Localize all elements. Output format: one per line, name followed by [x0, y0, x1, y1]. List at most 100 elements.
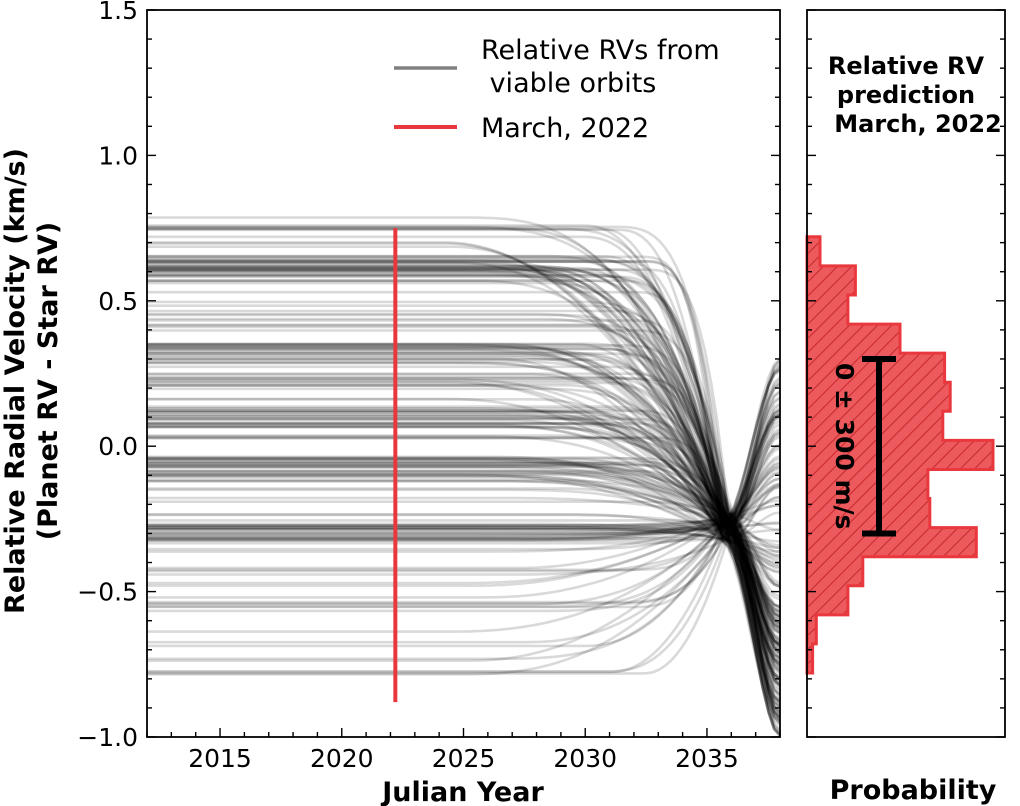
orbit-curve [147, 415, 780, 521]
orbit-curve [147, 538, 780, 569]
orbit-curve [147, 342, 780, 671]
main-plot: 2015 2020 2025 2030 2035 −1.0 −0.5 0.0 0.5 1.0 1.… [77, 0, 781, 773]
orbit-curve [147, 290, 780, 703]
orbit-curve [147, 407, 780, 532]
orbit-curve [147, 367, 780, 525]
orbit-curve [147, 454, 780, 529]
orbit-curve [147, 279, 780, 653]
orbit-curve [147, 410, 780, 646]
histogram-y-ticks [807, 9, 1005, 738]
orbit-curve [147, 273, 780, 659]
orbit-curve [147, 225, 780, 644]
orbit-curve [147, 456, 780, 522]
orbit-curve [147, 376, 780, 524]
orbit-curve [147, 422, 780, 609]
orbit-curve [147, 504, 780, 527]
x-tick-label: 2020 [310, 744, 374, 773]
orbit-curve [147, 391, 780, 526]
orbit-curve [147, 410, 780, 702]
orbit-curve [147, 323, 780, 647]
x-tick-label: 2015 [188, 744, 252, 773]
orbit-curve [147, 216, 780, 656]
error-bar-label: 0 ± 300 m/s [830, 363, 859, 530]
x-axis-title: Julian Year [380, 777, 544, 806]
orbit-curve [147, 474, 780, 696]
orbit-curve [147, 377, 780, 714]
orbit-curve [147, 358, 780, 539]
orbit-curve [147, 521, 780, 674]
orbit-curve [147, 482, 780, 545]
orbit-curve [147, 235, 780, 680]
orbit-curve [147, 348, 780, 687]
orbit-curve [147, 527, 780, 692]
orbit-curve [147, 518, 780, 699]
orbit-curve [147, 461, 780, 609]
orbit-curve [147, 344, 780, 625]
orbit-curve [147, 265, 780, 737]
orbit-curve [147, 324, 780, 702]
y-tick-label: −1.0 [77, 723, 138, 752]
x-tick-label: 2025 [432, 744, 496, 773]
orbit-curve [147, 409, 780, 517]
y-tick-label: −0.5 [77, 578, 138, 607]
orbit-curve [147, 519, 780, 558]
orbit-curve [147, 279, 780, 620]
histogram-frame [806, 9, 1006, 738]
orbit-curve [147, 462, 780, 528]
orbit-curve [147, 409, 780, 528]
y-tick-label: 0.5 [98, 287, 138, 316]
orbit-curve [147, 421, 780, 647]
orbit-curve [147, 350, 780, 622]
orbit-curve [147, 268, 780, 624]
y-tick-label: 1.0 [98, 141, 138, 170]
orbit-curve [147, 397, 780, 605]
orbit-curve [147, 255, 780, 704]
orbit-curve [147, 462, 780, 549]
orbit-curve [147, 518, 780, 587]
orbit-curve [147, 257, 780, 641]
orbit-curve [147, 372, 780, 681]
orbit-curve [147, 271, 780, 720]
orbit-curve [147, 255, 780, 687]
orbit-curve [147, 343, 780, 643]
orbit-curve [147, 225, 780, 655]
legend-orbits-label-line2: viable orbits [481, 68, 656, 99]
orbit-curve [147, 242, 780, 731]
orbit-curve [147, 245, 780, 647]
orbit-curve [147, 471, 780, 673]
orbit-curve [147, 482, 780, 539]
orbit-curve [147, 398, 780, 691]
orbit-curve [147, 422, 780, 547]
orbit-curve [147, 520, 780, 708]
orbit-curve [147, 415, 780, 542]
orbit-curve [147, 488, 780, 565]
orbit-curve [147, 423, 780, 646]
orbit-curve [147, 224, 780, 716]
orbit-curve [147, 352, 780, 726]
orbit-lines [147, 216, 780, 737]
y-axis-title-line2: (Planet RV - Star RV) [33, 222, 64, 540]
orbit-curve [147, 368, 780, 608]
orbit-curve [147, 383, 780, 541]
orbit-curve [147, 436, 780, 681]
error-bar [862, 355, 896, 537]
legend-orbits-label-line1: Relative RVs from [481, 35, 720, 66]
orbit-curve [147, 517, 780, 598]
orbit-curve [147, 300, 780, 680]
orbit-curve [147, 430, 780, 541]
orbit-curve [147, 389, 780, 520]
orbit-curve [147, 521, 780, 550]
orbit-curve [147, 304, 780, 720]
orbit-curve [147, 329, 780, 618]
orbit-curve [147, 464, 780, 538]
orbit-curve [147, 342, 780, 686]
orbit-curve [147, 500, 780, 654]
histogram-bars [805, 235, 995, 675]
orbit-curve [147, 460, 780, 629]
orbit-curve [147, 409, 780, 523]
orbit-curve [147, 532, 780, 543]
orbit-curve [147, 455, 780, 724]
orbit-curve [147, 425, 780, 553]
histogram-title-line1: Relative RV [828, 52, 985, 80]
orbit-curve [147, 274, 780, 734]
